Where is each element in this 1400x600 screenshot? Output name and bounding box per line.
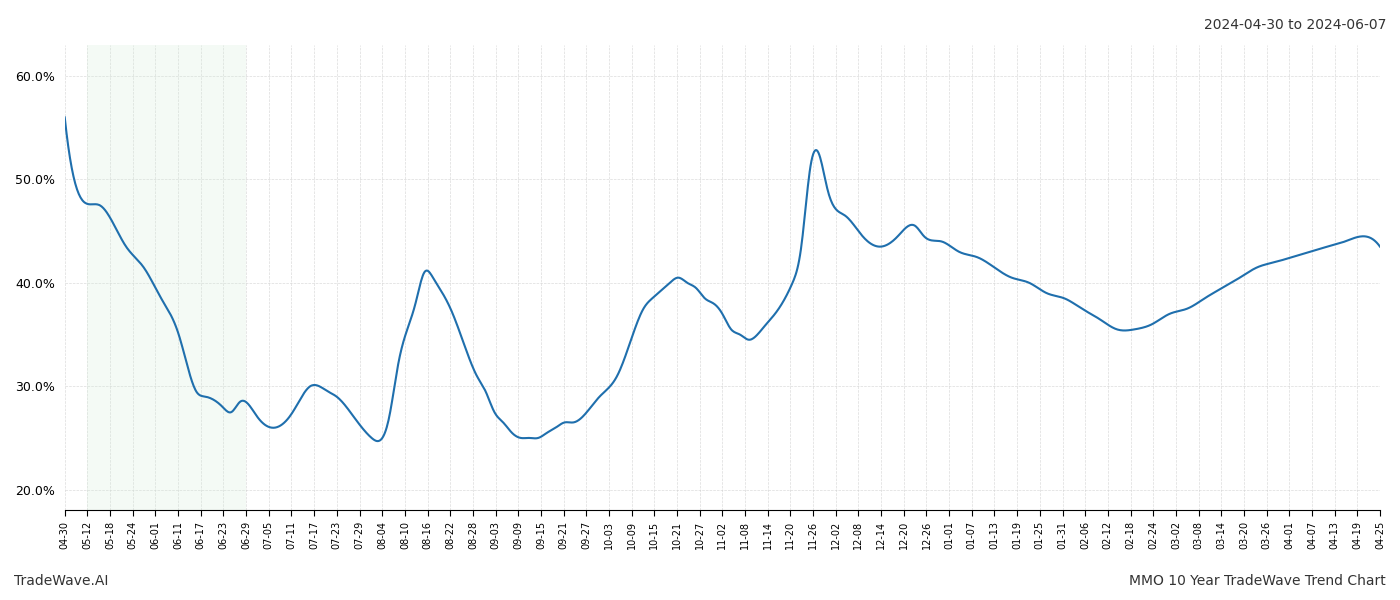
Text: TradeWave.AI: TradeWave.AI: [14, 574, 108, 588]
Text: 2024-04-30 to 2024-06-07: 2024-04-30 to 2024-06-07: [1204, 18, 1386, 32]
Text: MMO 10 Year TradeWave Trend Chart: MMO 10 Year TradeWave Trend Chart: [1130, 574, 1386, 588]
Bar: [87, 45, 246, 511]
